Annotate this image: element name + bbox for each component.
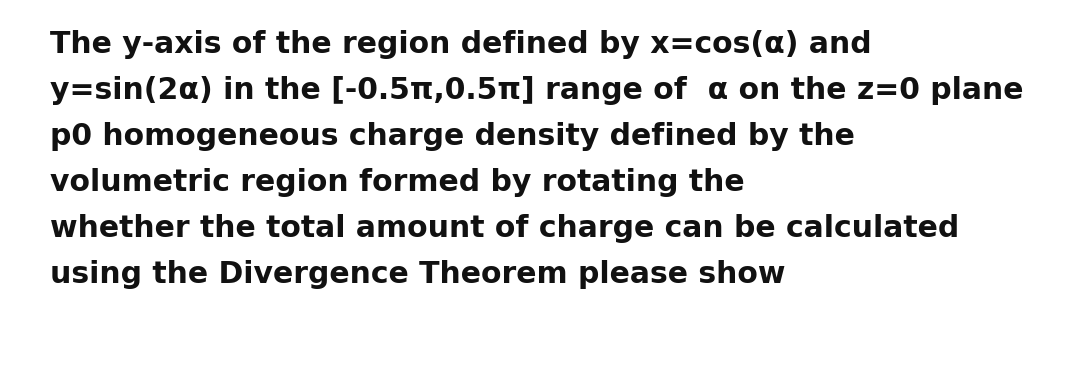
Text: volumetric region formed by rotating the: volumetric region formed by rotating the [50,168,745,197]
Text: The y-axis of the region defined by x=cos(α) and: The y-axis of the region defined by x=co… [50,30,872,59]
Text: y=sin(2α) in the [-0.5π,0.5π] range of  α on the z=0 plane: y=sin(2α) in the [-0.5π,0.5π] range of α… [50,76,1024,105]
Text: p0 homogeneous charge density defined by the: p0 homogeneous charge density defined by… [50,122,855,151]
Text: using the Divergence Theorem please show: using the Divergence Theorem please show [50,260,786,289]
Text: whether the total amount of charge can be calculated: whether the total amount of charge can b… [50,214,959,243]
